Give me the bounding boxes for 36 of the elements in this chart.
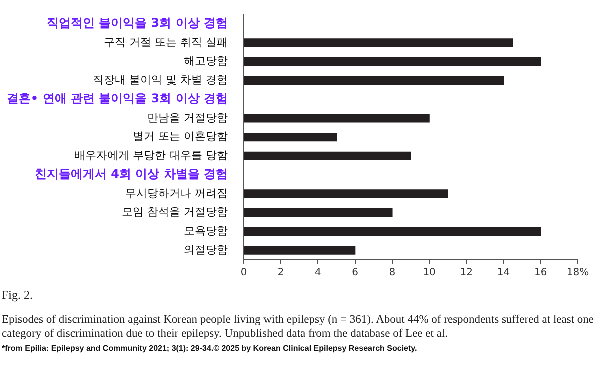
x-tick-label: 6: [352, 268, 359, 279]
x-tick-label: 8: [389, 268, 396, 279]
x-tick-label: 2: [278, 268, 284, 279]
x-tick-label: 12: [460, 268, 474, 279]
bar: [244, 114, 430, 123]
y-tick-label: 무시당하거나 꺼려짐: [126, 186, 228, 200]
bar: [244, 132, 338, 142]
y-tick-label: 의절당함: [184, 243, 228, 256]
y-tick-label: 직장내 불이익 및 차별 경험: [93, 74, 228, 87]
x-tick-label: 4: [315, 268, 322, 279]
y-tick-label: 친지들에게서 4회 이상 차별을 경험: [34, 167, 228, 182]
y-tick-label: 모임 참석을 거절당함: [122, 206, 228, 219]
text: *from Epilia: Epilepsy and Community 2021; 3(1): 29-34.© 2025 by Korean Clinical Epilepsy Research Society.: [2, 344, 418, 353]
y-tick-label: 배우자에게 부당한 대우를 당함: [74, 149, 228, 162]
x-tick-label: 10: [423, 268, 436, 279]
bar: [244, 208, 393, 218]
y-tick-label: 해고당함: [184, 54, 228, 68]
y-tick-label: 직업적인 불이익을 3회 이상 경험: [46, 16, 228, 30]
bar: [244, 246, 356, 255]
bar: [244, 190, 448, 198]
text: Episodes of discrimination against Korean people living with epilepsy (n = 361). About 44% of respondents suffered at least one category of discrimination due to their epilepsy. Unpublished data from the database of Lee et al.: [2, 313, 596, 341]
bar: [244, 227, 542, 236]
x-tick-label: 14: [497, 268, 510, 279]
x-tick-label: 16: [534, 268, 548, 279]
caption: Fig. 2.: [2, 288, 34, 303]
bar: [244, 76, 504, 85]
bar: [244, 152, 412, 161]
y-tick-label: 모욕당함: [184, 224, 228, 238]
y-tick-label: 결혼• 연애 관련 불이익을 3회 이상 경험: [6, 92, 228, 106]
y-tick-label: 구직 거절 또는 취직 실패: [104, 36, 228, 49]
y-tick-label: 만남을 거절당함: [148, 111, 228, 124]
bar: [244, 38, 514, 48]
y-tick-label: 별거 또는 이혼당함: [133, 130, 228, 144]
bar: [244, 57, 542, 66]
x-tick-label: 0: [240, 268, 248, 279]
x-tick-label: 18%: [566, 268, 590, 279]
